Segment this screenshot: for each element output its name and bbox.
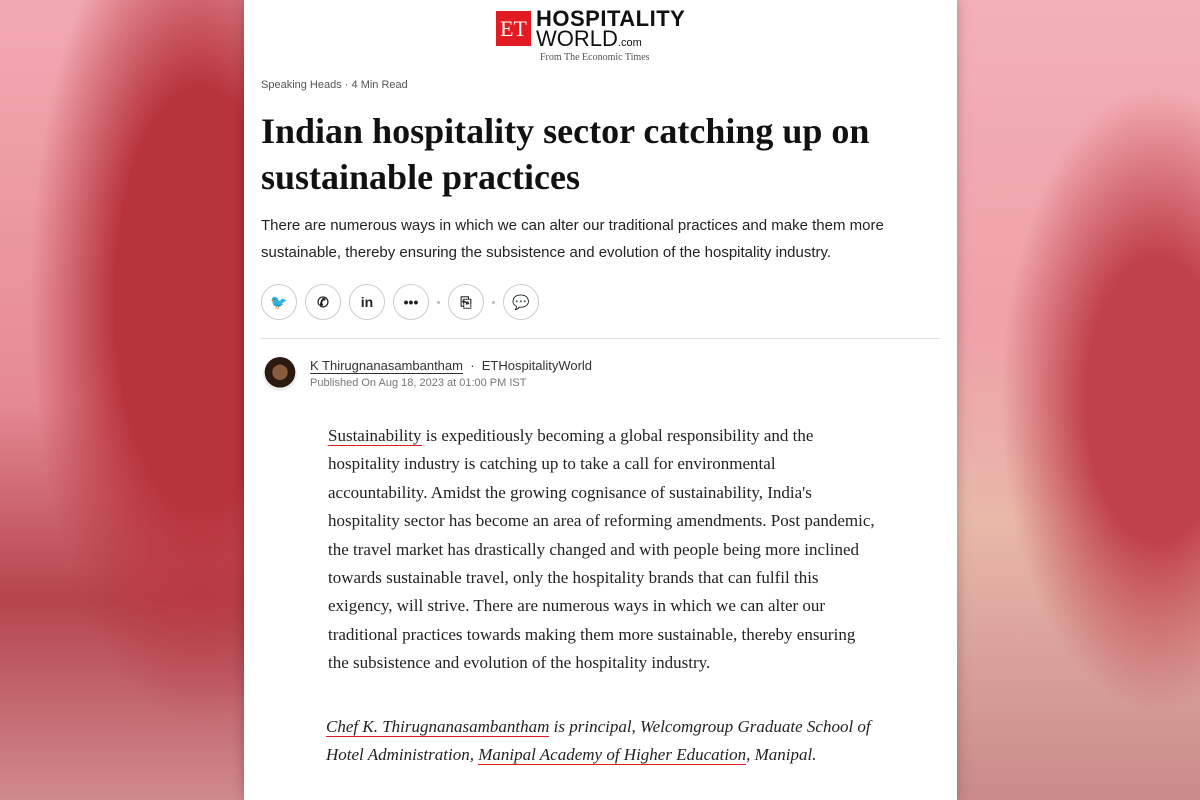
logo-line1: HOSPITALITY — [536, 6, 686, 31]
publisher: ETHospitalityWorld — [481, 358, 593, 373]
body-text: is expeditiously becoming a global respo… — [328, 426, 875, 673]
credit-text: is principal, Welcomgroup Graduate Schoo… — [326, 717, 871, 764]
site-logo[interactable]: ET HOSPITALITY WORLD.com — [496, 6, 686, 53]
read-time: 4 Min Read — [351, 79, 408, 91]
linkedin-icon[interactable]: in — [349, 284, 385, 320]
logo-tagline: From The Economic Times — [540, 52, 650, 63]
whatsapp-icon[interactable]: ✆ — [305, 284, 341, 320]
byline: K Thirugnanasambantham · ETHospitalityWo… — [310, 358, 593, 374]
article-card: ET HOSPITALITY WORLD.com From The Econom… — [244, 0, 957, 800]
comment-icon[interactable]: 💬 — [503, 284, 539, 320]
divider — [261, 338, 940, 339]
share-bar: 🐦 ✆ in ••• ⎘ 💬 — [261, 284, 539, 320]
background-photo-left — [0, 0, 244, 800]
credit-end: , Manipal. — [746, 745, 817, 764]
bookmark-add-icon[interactable]: ⎘ — [448, 284, 484, 320]
author-avatar[interactable] — [263, 357, 297, 391]
logo-line2: WORLD — [536, 26, 618, 51]
more-icon[interactable]: ••• — [393, 284, 429, 320]
publish-date: Published On Aug 18, 2023 at 01:00 PM IS… — [310, 377, 527, 389]
institution-link[interactable]: Manipal Academy of Higher Education — [478, 745, 747, 765]
logo-badge: ET — [496, 11, 531, 46]
author-credit-link[interactable]: Chef K. Thirugnanasambantham — [326, 717, 550, 737]
author-link[interactable]: K Thirugnanasambantham — [310, 358, 463, 374]
article-summary: There are numerous ways in which we can … — [261, 217, 884, 261]
twitter-icon[interactable]: 🐦 — [261, 284, 297, 320]
separator-dot — [492, 300, 495, 304]
separator-dot — [437, 300, 440, 304]
article-title: Indian hospitality sector catching up on… — [261, 111, 870, 197]
sustainability-link[interactable]: Sustainability — [328, 426, 422, 446]
category-link[interactable]: Speaking Heads — [261, 79, 342, 91]
background-photo-right — [957, 0, 1200, 800]
logo-suffix: .com — [617, 37, 642, 49]
article-meta: Speaking Heads · 4 Min Read — [261, 79, 408, 91]
author-credit: Chef K. Thirugnanasambantham is principa… — [326, 713, 886, 769]
article-body: Sustainability is expeditiously becoming… — [328, 422, 878, 678]
